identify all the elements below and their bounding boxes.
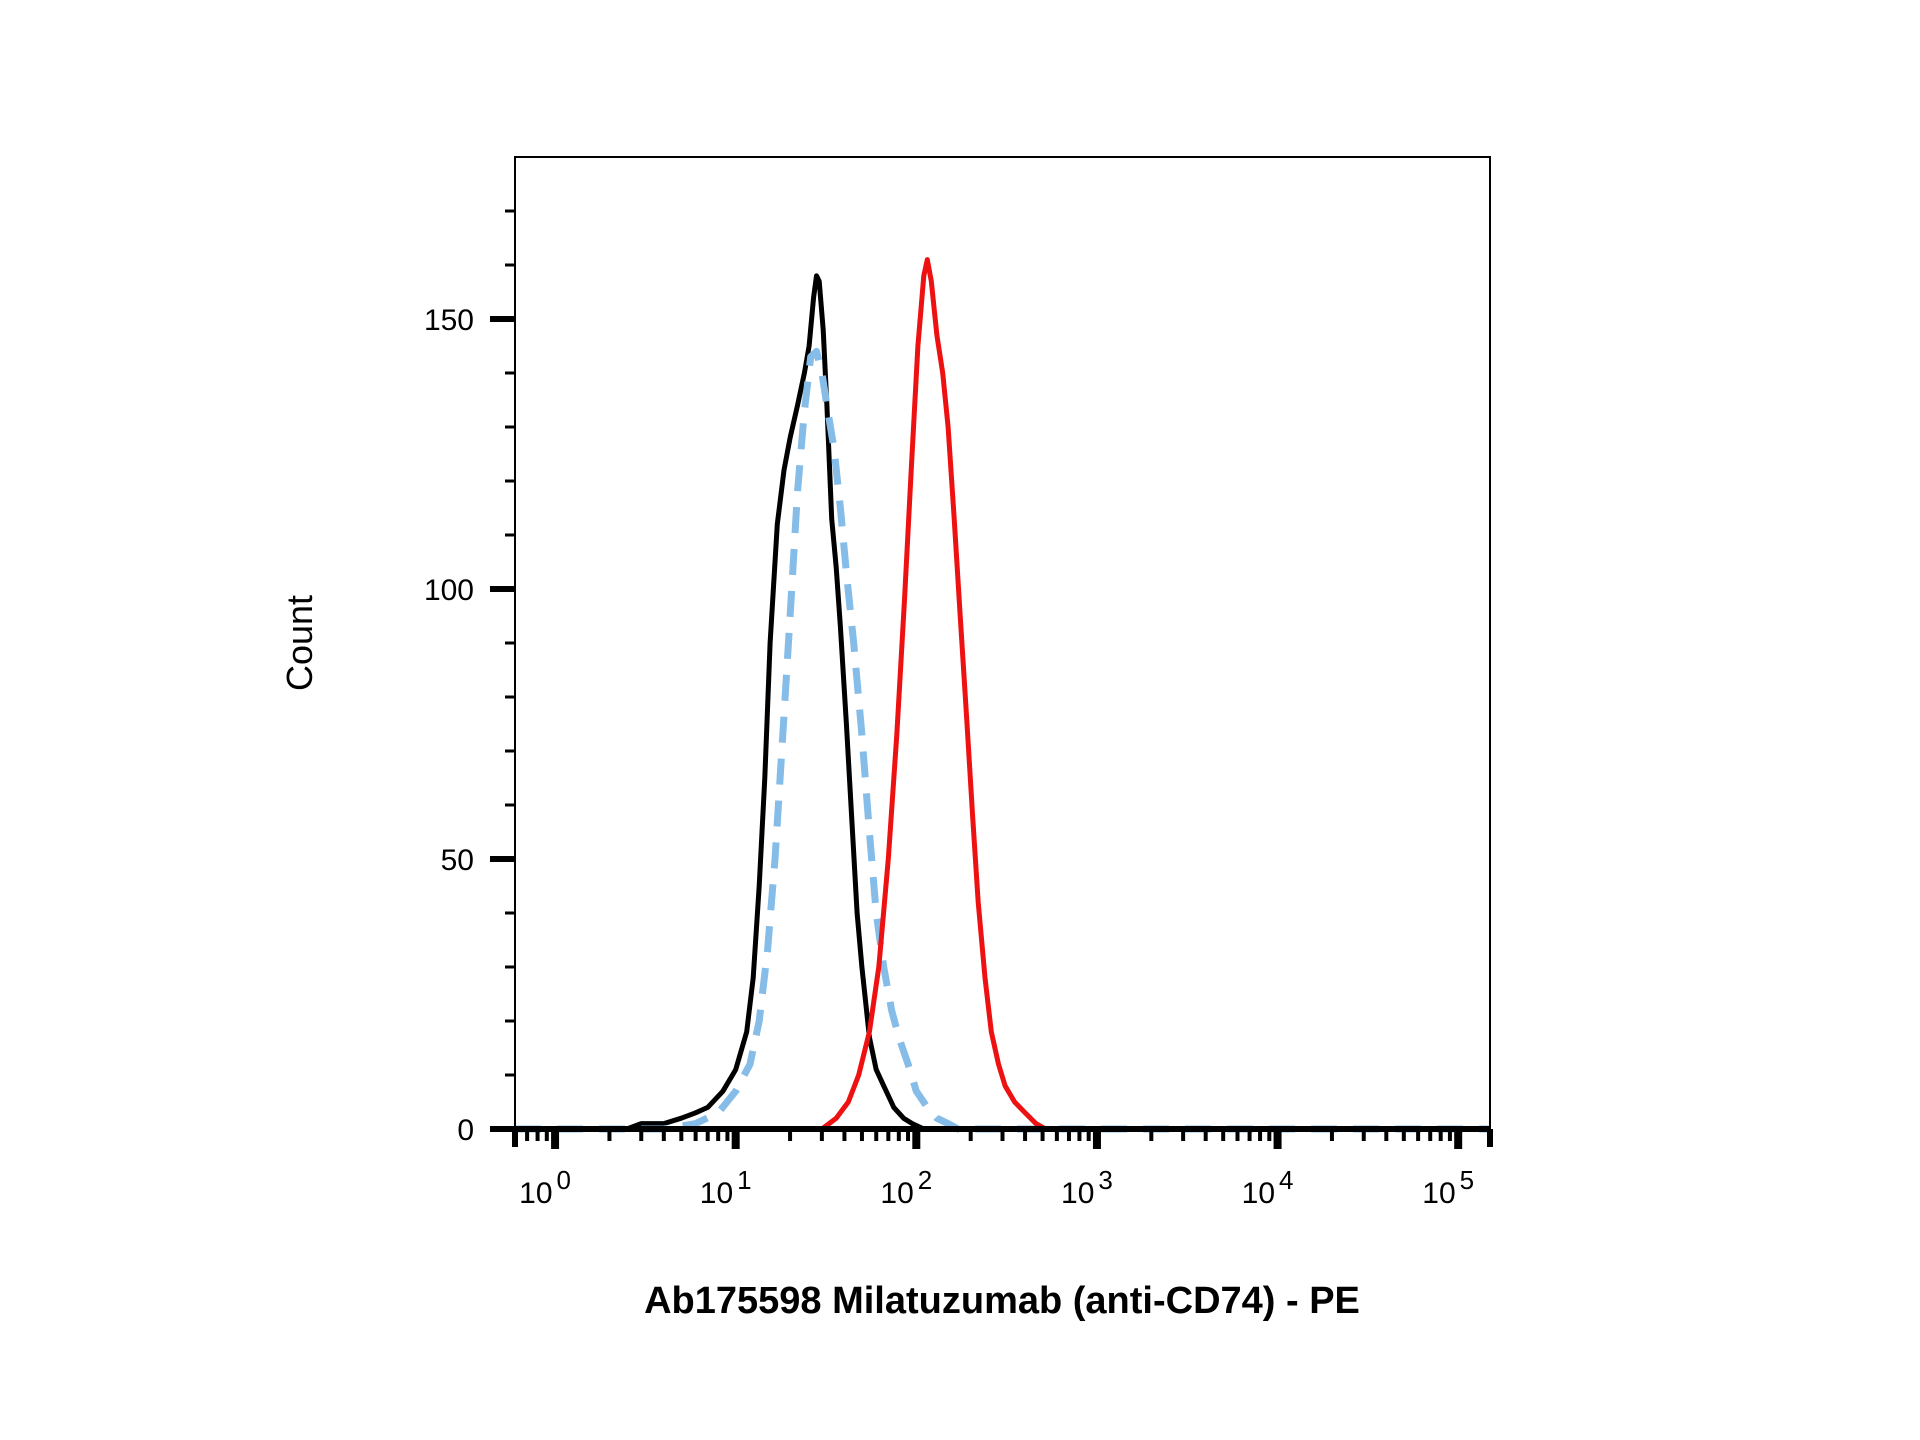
series-line-1 xyxy=(515,273,1490,1132)
series-line-2 xyxy=(515,347,1490,1133)
plot-frame xyxy=(514,156,1491,1130)
x-axis-title: Ab175598 Milatuzumab (anti-CD74) - PE xyxy=(644,1280,1360,1322)
x-tick-label: 10 5 xyxy=(1422,1165,1474,1210)
y-axis: 0 50 100 150 xyxy=(424,209,515,1147)
y-tick-label: 50 xyxy=(441,844,474,877)
x-tick-label: 10 4 xyxy=(1242,1165,1294,1210)
y-tick-label: 100 xyxy=(424,574,474,607)
x-tick-label: 10 1 xyxy=(700,1165,752,1210)
series-layer xyxy=(515,257,1490,1133)
x-tick-label: 10 0 xyxy=(519,1165,571,1210)
x-tick-label: 10 3 xyxy=(1061,1165,1113,1210)
series-line-3 xyxy=(515,257,1490,1132)
y-tick-label: 0 xyxy=(457,1114,474,1147)
y-tick-label: 150 xyxy=(424,304,474,337)
y-axis-title: Count xyxy=(279,595,320,691)
x-tick-label: 10 2 xyxy=(880,1165,932,1210)
x-axis: 10 0 10 1 10 2 10 3 10 4 10 5 xyxy=(490,1126,1493,1210)
